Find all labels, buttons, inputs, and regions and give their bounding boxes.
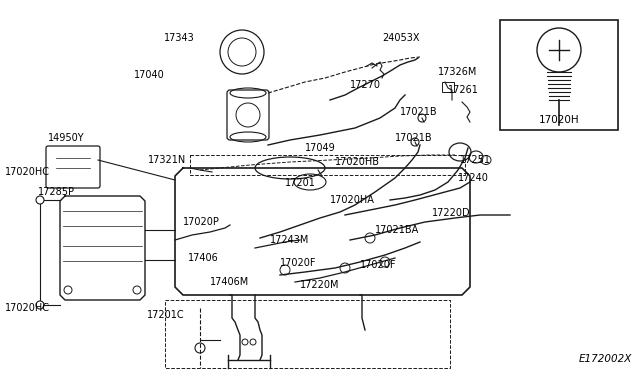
Text: 17020P: 17020P bbox=[183, 217, 220, 227]
Text: 17020HC: 17020HC bbox=[5, 167, 50, 177]
Text: 17020HB: 17020HB bbox=[335, 157, 380, 167]
Text: 17406M: 17406M bbox=[210, 277, 249, 287]
Text: 17021B: 17021B bbox=[400, 107, 438, 117]
Text: 17220D: 17220D bbox=[432, 208, 470, 218]
Text: 17406: 17406 bbox=[188, 253, 219, 263]
Text: 17326M: 17326M bbox=[438, 67, 477, 77]
Bar bbox=[442, 82, 454, 92]
Text: 17201C: 17201C bbox=[147, 310, 184, 320]
Text: 17251: 17251 bbox=[460, 155, 491, 165]
Text: 17020HC: 17020HC bbox=[5, 303, 50, 313]
Text: 17021B: 17021B bbox=[395, 133, 433, 143]
Text: 17049: 17049 bbox=[305, 143, 336, 153]
Text: 17243M: 17243M bbox=[270, 235, 309, 245]
Text: 17201: 17201 bbox=[285, 178, 316, 188]
Circle shape bbox=[36, 196, 44, 204]
Text: 14950Y: 14950Y bbox=[48, 133, 84, 143]
Text: 17343: 17343 bbox=[164, 33, 195, 43]
Text: 17220M: 17220M bbox=[300, 280, 339, 290]
Text: 17285P: 17285P bbox=[38, 187, 75, 197]
Text: 17240: 17240 bbox=[458, 173, 489, 183]
Text: 17020H: 17020H bbox=[539, 115, 579, 125]
Bar bbox=[500, 20, 618, 130]
Text: 17261: 17261 bbox=[448, 85, 479, 95]
Text: 17270: 17270 bbox=[350, 80, 381, 90]
Text: 17040: 17040 bbox=[134, 70, 165, 80]
Text: 17321N: 17321N bbox=[148, 155, 186, 165]
Text: 24053X: 24053X bbox=[382, 33, 419, 43]
Text: 17020HA: 17020HA bbox=[330, 195, 375, 205]
Circle shape bbox=[36, 301, 44, 309]
Text: 17020F: 17020F bbox=[280, 258, 317, 268]
Text: E172002X: E172002X bbox=[579, 354, 632, 364]
Text: 17021BA: 17021BA bbox=[375, 225, 419, 235]
Text: 17020F: 17020F bbox=[360, 260, 397, 270]
